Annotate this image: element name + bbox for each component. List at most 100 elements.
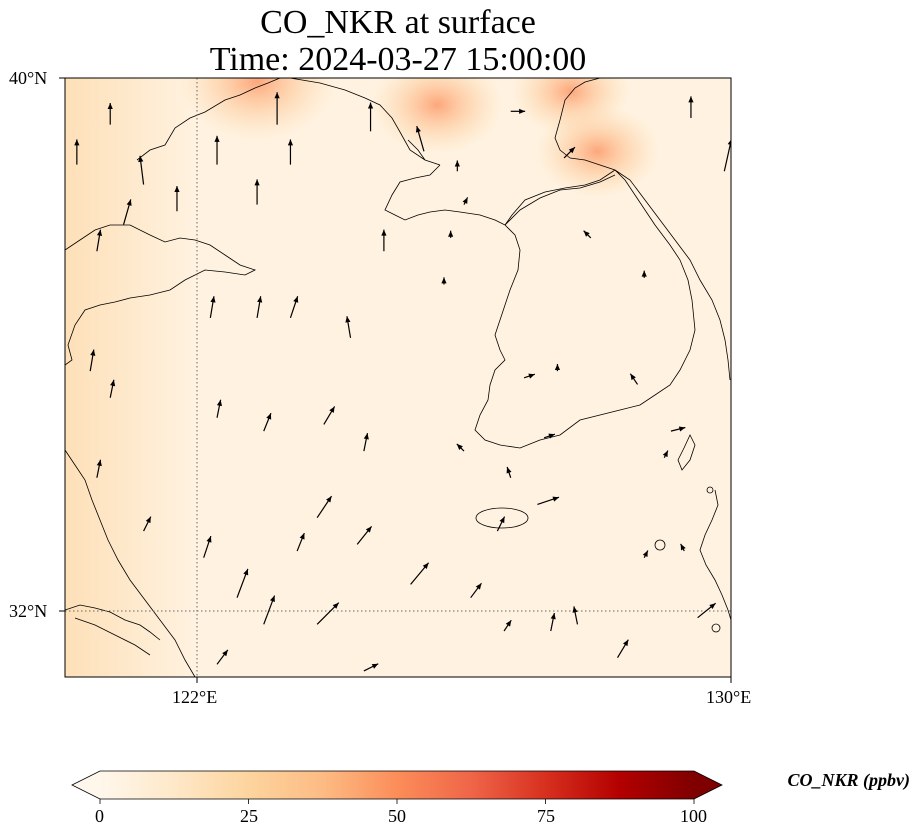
wind-arrow-head [96,229,103,236]
axis-ticks [59,77,732,683]
wind-arrow-head [441,277,447,284]
wind-arrow-shaft [43,109,50,145]
wind-arrow [363,432,369,452]
wind-arrow-head [257,296,263,303]
wind-arrow [289,296,299,319]
wind-arrow [43,109,52,145]
wind-arrow-head [326,496,332,503]
wind-arrow [730,262,731,265]
yangtze-estuary [65,604,161,656]
wind-arrow-head [641,270,647,277]
wind-arrow-head [266,413,272,420]
wind-arrow [296,532,305,552]
goto-island [654,539,666,551]
map-panel [43,78,731,677]
colorbar-extend-min [72,771,100,799]
wind-arrow [367,102,374,132]
wind-arrow [550,612,556,632]
colorbar-tick-label-75: 75 [537,806,555,826]
wind-arrow [381,229,387,252]
wind-arrow-head [367,102,374,109]
wind-arrow-head [126,199,132,206]
lon-label-130E: 130°E [706,687,752,707]
wind-arrow-head [270,595,275,603]
lat-label-40N: 40°N [9,68,48,88]
wind-arrow [662,450,669,459]
wind-arrow [454,160,460,172]
wind-arrow-head [107,103,113,110]
wind-arrow-head [688,96,694,103]
jiangsu-coastline [65,449,196,677]
wind-arrow-head [554,363,561,370]
wind-arrow [216,649,229,665]
wind-arrow-head [499,516,505,524]
wind-arrow-head [53,463,58,470]
wind-arrow-head [363,433,369,440]
wind-arrow-head [216,399,222,407]
wind-arrow-head [222,649,228,657]
wind-arrow [89,349,96,372]
wind-arrow [96,229,103,252]
wind-arrow [583,230,592,239]
wind-arrow [543,433,556,439]
wind-arrow-head [583,230,590,237]
wind-arrow [254,179,260,205]
wind-arrow-head [678,426,686,432]
wind-arrow [670,426,686,432]
wind-arrow [723,138,731,172]
wind-arrow [470,582,482,599]
wind-arrow [448,230,454,238]
colorbar-extend-max [694,771,722,799]
iki-island [706,486,714,494]
wind-arrow [415,125,425,152]
wind-arrow [503,619,512,632]
wind-arrow [316,602,340,625]
wind-arrow-head [254,179,260,186]
wind-arrow [263,412,272,432]
wind-arrow-head [680,543,686,551]
shandong-coastline [65,224,257,366]
island-south [711,623,721,633]
wind-arrow-head [456,443,463,450]
colorbar-tick-label-100: 100 [680,806,707,826]
wind-arrow [641,270,647,278]
wind-arrow [287,139,294,165]
wind-arrow [138,155,145,185]
colorbar-label: CO_NKR (ppbv) [787,770,911,790]
wind-arrow [537,496,560,505]
wind-arrow [345,316,352,338]
wind-arrow [697,602,716,619]
wind-arrow-head [174,186,180,193]
wind-arrow [236,568,249,598]
wind-arrow-head [550,612,556,620]
korea-east-coastline [614,169,731,381]
wind-arrow [523,373,536,379]
colorbar-body [100,771,694,799]
wind-arrow [274,92,280,125]
co-hotspot-1 [371,78,503,154]
wind-arrow [143,516,152,532]
kyushu-coastline [699,489,731,621]
co-field-west-shading [65,78,195,677]
wind-arrow-head [371,663,379,669]
wind-arrow [74,139,80,165]
tsushima-island [677,434,696,471]
colorbar-tick-label-50: 50 [388,806,406,826]
wind-arrow-head [206,536,212,543]
gridlines [65,78,731,677]
wind-arrow-head [138,155,144,163]
wind-arrow-head [528,373,535,379]
wind-arrow-head [243,568,249,576]
liaoning-coastline [289,78,441,166]
wind-arrow-head [568,147,575,154]
wind-arrow-head [365,526,372,533]
wind-arrow [209,296,216,318]
korea-northeast-coastline [554,78,601,159]
wind-arrow-head [381,229,387,236]
wind-arrow [617,639,629,658]
wind-arrow-head [662,450,668,458]
wind-arrow-head [548,433,555,439]
co-hotspots [178,78,660,198]
wind-arrow-head [709,603,716,610]
